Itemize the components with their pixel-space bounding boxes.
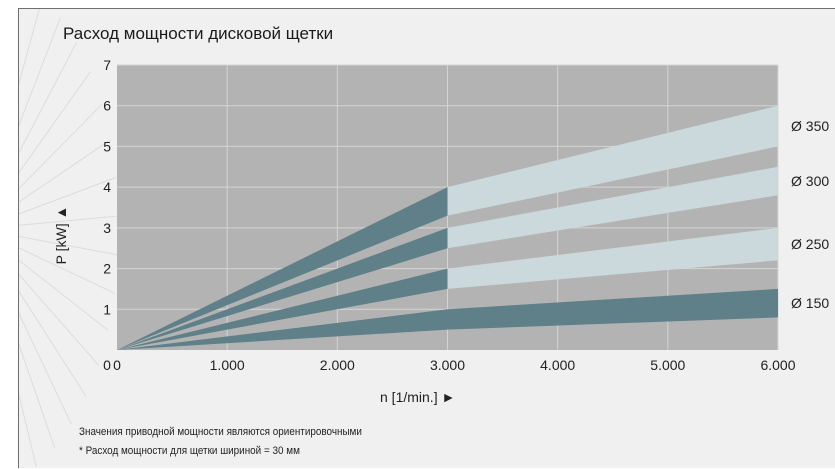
decor-ray (19, 103, 103, 190)
decorative-starburst (19, 9, 119, 467)
decor-ray (19, 17, 61, 127)
series-label: Ø 350 (791, 118, 829, 134)
decor-ray (19, 392, 37, 467)
band-150-high-rpm (447, 288, 778, 330)
decor-ray (19, 312, 72, 425)
x-tick-label: 0 (113, 357, 121, 373)
series-label: Ø 150 (791, 295, 829, 311)
decor-ray (19, 176, 117, 215)
decor-ray (19, 247, 115, 294)
y-tick-label: 7 (103, 57, 111, 73)
decor-ray (19, 71, 91, 174)
decor-ray (19, 42, 77, 154)
decor-ray (19, 215, 119, 226)
y-tick-label: 5 (103, 138, 111, 154)
x-tick-label: 4.000 (540, 357, 575, 373)
y-tick-label: 6 (103, 98, 111, 114)
decor-ray (19, 343, 56, 448)
band-150-low-rpm (117, 309, 448, 350)
band-250-low-rpm (117, 268, 448, 350)
y-tick-label: 2 (103, 261, 111, 277)
decor-ray (19, 273, 99, 366)
band-350-high-rpm (447, 105, 778, 216)
decor-ray (19, 259, 109, 331)
decor-ray (19, 9, 40, 85)
series-label: Ø 250 (791, 236, 829, 252)
note-indicative-values: Значения приводной мощности являются ори… (79, 426, 362, 438)
decor-ray (19, 139, 111, 203)
x-tick-label: 3.000 (430, 357, 465, 373)
decor-ray (19, 290, 87, 397)
x-tick-label: 2.000 (320, 357, 355, 373)
band-250-high-rpm (447, 227, 778, 289)
chart: Расход мощности дисковой щетки 0 1.000 2.0… (53, 24, 829, 405)
series-labels: Ø 150 Ø 250 Ø 300 Ø 350 (791, 118, 829, 311)
chart-title: Расход мощности дисковой щетки (63, 24, 333, 43)
band-300-low-rpm (117, 227, 448, 350)
axis-ticks: 0 1.000 2.000 3.000 4.000 5.000 6.000 1 2 3 4 5 6 7 0 (103, 57, 796, 373)
decor-ray (19, 235, 119, 256)
note-brush-width: * Расход мощности для щетки шириной = 30… (79, 445, 300, 457)
x-axis-label: n [1/min.] ► (380, 389, 455, 405)
x-tick-label: 1.000 (210, 357, 245, 373)
band-300-high-rpm (447, 166, 778, 249)
band-350-low-rpm (117, 187, 448, 350)
chart-panel: Расход мощности дисковой щетки 0 1.000 2.0… (18, 8, 835, 468)
y-tick-label: 1 (103, 301, 111, 317)
x-tick-label: 6.000 (760, 357, 795, 373)
series-label: Ø 300 (791, 173, 829, 189)
y-axis-label: P [kW] ▲ (53, 206, 69, 265)
y-tick-label: 4 (103, 179, 111, 195)
origin-tick-label: 0 (103, 357, 111, 373)
x-tick-label: 5.000 (650, 357, 685, 373)
plot-area (117, 64, 779, 350)
y-tick-label: 3 (103, 220, 111, 236)
